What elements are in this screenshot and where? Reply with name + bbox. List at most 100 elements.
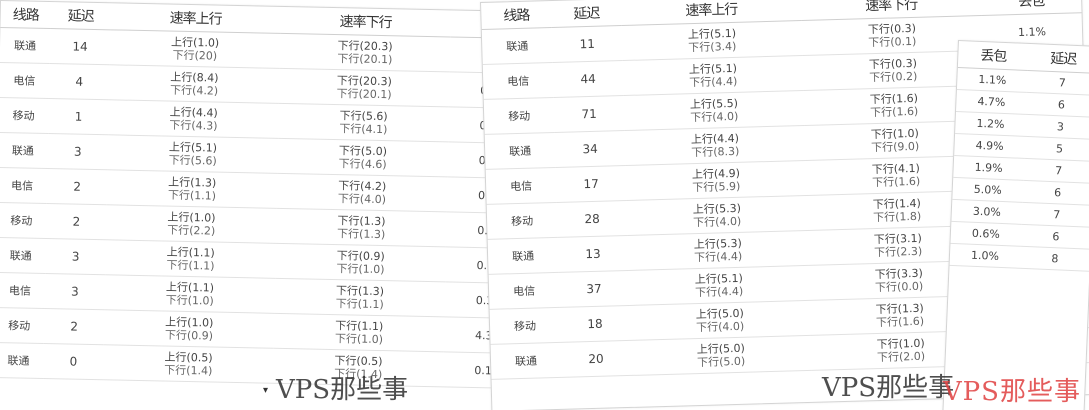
cell-latency-value: 13	[585, 246, 601, 261]
cell-download-value-2: 下行(4.6)	[338, 157, 387, 172]
cell-line-value: 联通	[7, 353, 30, 368]
cell-loss: 4.7%	[956, 89, 1027, 115]
cell-upload-value-2: 下行(4.4)	[693, 249, 743, 265]
cell-latency: 20	[560, 340, 632, 378]
cell-loss-value: 1.0%	[970, 248, 1000, 263]
cell-upload-value-2: 下行(20)	[172, 48, 218, 63]
cell-loss-value: 1.1%	[978, 72, 1007, 88]
cell-latency-value: 20	[588, 351, 604, 366]
cell-upload: 上行(4.4) 下行(4.3)	[108, 99, 279, 139]
cell-loss-value: 0.6%	[971, 226, 1001, 241]
col-header-latency: 延迟	[1027, 43, 1089, 74]
cell-latency: 34	[554, 130, 626, 168]
cell-latency-value: 7	[1054, 164, 1063, 178]
cell-line-value: 联通	[514, 354, 538, 368]
col-header-loss: 丢包	[957, 41, 1029, 71]
cell-line-value: 电信	[507, 74, 530, 88]
cell-upload: 上行(1.0) 下行(2.2)	[106, 204, 277, 244]
cell-upload: 上行(1.0) 下行(20)	[109, 29, 281, 69]
cell-upload-value-2: 下行(5.6)	[168, 153, 217, 168]
cell-upload-value-2: 下行(4.0)	[690, 109, 739, 125]
cell-upload-value: 上行(1.0)	[170, 35, 220, 50]
cell-upload: 上行(5.3) 下行(4.0)	[626, 195, 808, 236]
cell-latency: 71	[553, 95, 625, 133]
cell-latency: 4	[48, 63, 110, 100]
cell-upload-value-2: 下行(4.0)	[695, 319, 745, 335]
cell-download-value-2: 下行(4.1)	[339, 122, 388, 137]
cell-latency-value: 71	[581, 106, 597, 121]
cell-upload-value-2: 下行(5.9)	[692, 179, 741, 195]
cell-line-value: 联通	[13, 38, 37, 53]
cell-upload: 上行(8.4) 下行(4.2)	[108, 64, 280, 104]
cell-download-value-2: 下行(20.1)	[336, 87, 392, 102]
cell-download-value: 下行(20.3)	[337, 39, 393, 54]
cell-latency: 37	[558, 270, 630, 308]
cell-line-value: 联通	[9, 248, 32, 263]
cell-upload: 上行(5.5) 下行(4.0)	[623, 90, 805, 131]
cell-download-value-2: 下行(1.3)	[336, 227, 386, 242]
cell-latency-value: 14	[72, 39, 88, 54]
cell-latency-value: 6	[1057, 98, 1066, 112]
cell-upload-value: 上行(1.3)	[168, 175, 217, 190]
cell-loss: 1.0%	[949, 243, 1021, 269]
cell-loss-value: 4.7%	[977, 94, 1006, 110]
col-header-upload: 速率上行	[110, 3, 281, 34]
cell-upload-value: 上行(1.1)	[165, 280, 215, 295]
cell-upload-value-2: 下行(4.4)	[694, 284, 744, 300]
cell-download-value-2: 下行(1.1)	[335, 297, 384, 312]
cell-loss: 1.9%	[953, 155, 1025, 181]
cell-line-value: 电信	[13, 73, 36, 88]
cell-upload-value-2: 下行(2.2)	[167, 223, 216, 238]
cell-download-value-2: 下行(0.1)	[868, 34, 917, 50]
cell-line: 电信	[485, 167, 557, 205]
cell-download: 下行(1.1) 下行(1.0)	[273, 313, 445, 352]
cell-latency: 44	[552, 60, 624, 98]
cell-latency-value: 3	[73, 144, 82, 159]
cell-latency: 2	[46, 168, 108, 205]
cell-loss: 0.6%	[950, 221, 1022, 247]
cell-line: 联通	[0, 27, 51, 64]
cell-line-value: 联通	[506, 39, 529, 53]
cell-latency: 8	[1019, 246, 1089, 272]
cell-download: 下行(20.3) 下行(20.1)	[278, 68, 450, 107]
cell-upload: 上行(5.3) 下行(4.4)	[627, 230, 809, 271]
cell-download: 下行(1.3) 下行(1.1)	[274, 278, 446, 317]
cell-line: 移动	[0, 307, 45, 344]
cell-latency: 13	[557, 235, 629, 273]
cell-line: 联通	[490, 342, 562, 380]
cell-loss: 3.0%	[951, 199, 1023, 225]
cell-upload: 上行(5.1) 下行(5.6)	[107, 134, 279, 174]
cell-latency: 6	[1025, 92, 1089, 118]
cell-upload-value-2: 下行(4.2)	[169, 83, 219, 98]
cell-latency-value: 8	[1051, 252, 1059, 266]
cell-download-value: 下行(20.3)	[336, 74, 393, 89]
cell-upload-value: 上行(8.4)	[170, 70, 219, 85]
watermark-text: VPS那些事	[942, 377, 1081, 407]
cell-upload-value-2: 下行(1.1)	[166, 258, 215, 273]
cell-line: 电信	[0, 62, 50, 99]
cell-latency: 7	[1023, 158, 1089, 184]
speed-table-right: 丢包 延迟 1.1% 7 4.7% 6 1.2% 3 4.9% 5 1.9% 7 5.0% 6 3.0%…	[949, 41, 1089, 272]
cell-download-value: 下行(0.9)	[336, 249, 385, 264]
cell-latency: 28	[556, 200, 628, 238]
cell-line-value: 电信	[10, 178, 34, 193]
cell-latency: 6	[1020, 224, 1089, 250]
cell-upload-value: 上行(1.0)	[167, 210, 216, 225]
cell-latency: 3	[45, 238, 107, 275]
cell-download-value: 下行(1.3)	[335, 284, 385, 299]
cell-line: 联通	[0, 132, 49, 169]
col-header-line: 线路	[481, 1, 552, 30]
cell-upload-value-2: 下行(4.4)	[689, 74, 738, 90]
cell-download-value-2: 下行(0.2)	[869, 69, 918, 85]
cell-upload: 上行(1.3) 下行(1.1)	[106, 169, 278, 209]
cell-line: 电信	[482, 62, 554, 100]
overlay-text: VPS那些事	[822, 373, 955, 403]
cell-latency: 7	[1021, 202, 1089, 228]
cell-download: 下行(0.9) 下行(1.0)	[275, 243, 446, 282]
cell-line-value: 联通	[508, 144, 532, 158]
cell-download: 下行(4.2) 下行(4.0)	[276, 173, 448, 212]
cell-latency: 5	[1024, 136, 1089, 162]
cell-line-value: 电信	[512, 284, 536, 298]
cell-latency-value: 2	[73, 179, 82, 194]
